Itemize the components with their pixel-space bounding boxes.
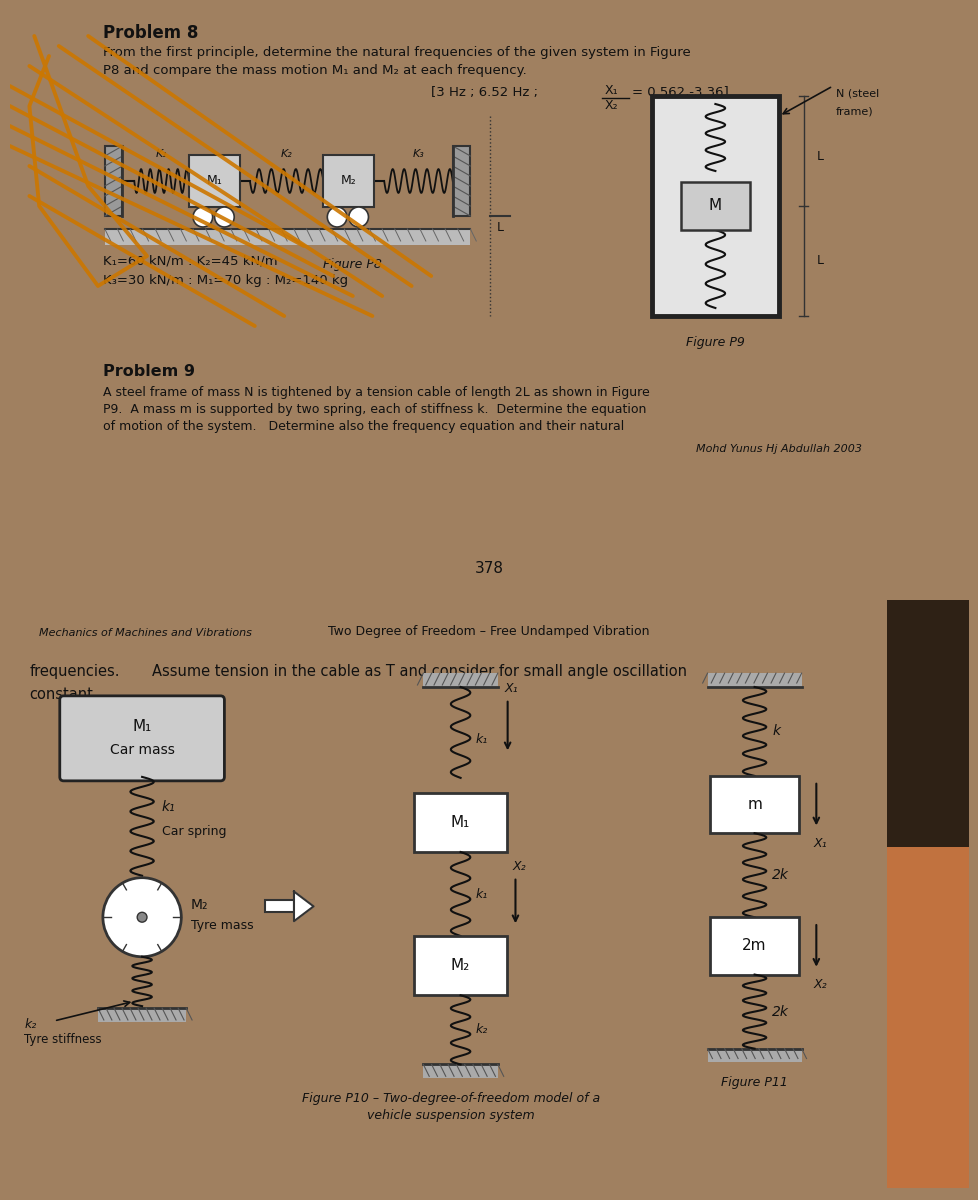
Bar (651, 96, 778, 316)
Text: A steel frame of mass N is tightened by a tension cable of length 2L as shown in: A steel frame of mass N is tightened by … (103, 386, 649, 398)
Bar (707, 1049, 801, 1062)
Text: L: L (497, 221, 504, 234)
Bar (710, 917, 798, 974)
Text: of motion of the system.   Determine also the frequency equation and their natur: of motion of the system. Determine also … (103, 420, 624, 433)
Bar (422, 673, 498, 686)
Bar (414, 936, 507, 995)
Text: M₁: M₁ (206, 174, 222, 187)
Text: M₂: M₂ (191, 899, 208, 912)
Text: k: k (730, 263, 736, 276)
Text: k₁: k₁ (161, 799, 175, 814)
Text: Mohd Yunus Hj Abdullah 2003: Mohd Yunus Hj Abdullah 2003 (695, 444, 862, 454)
Text: M₁: M₁ (451, 815, 469, 830)
Text: Car spring: Car spring (161, 824, 226, 838)
Text: Figure P11: Figure P11 (721, 1076, 787, 1090)
Text: k: k (730, 131, 736, 144)
Bar (189, 155, 240, 206)
Text: = 0.562,-3.36]: = 0.562,-3.36] (632, 86, 728, 98)
Text: X₂: X₂ (604, 98, 618, 112)
Text: K₃=30 kN/m : M₁=70 kg : M₂=140 kg: K₃=30 kN/m : M₁=70 kg : M₂=140 kg (103, 274, 347, 287)
Text: M₂: M₂ (340, 174, 356, 187)
Text: k₂: k₂ (24, 1018, 37, 1031)
Text: L: L (816, 150, 822, 162)
Text: Figure P9: Figure P9 (686, 336, 744, 349)
Circle shape (103, 877, 181, 956)
Text: X₂: X₂ (512, 859, 525, 872)
Text: P9.  A mass m is supported by two spring, each of stiffness k.  Determine the eq: P9. A mass m is supported by two spring,… (103, 403, 645, 416)
Text: X₁: X₁ (604, 84, 618, 97)
Text: K₂: K₂ (281, 149, 292, 158)
Circle shape (348, 206, 368, 227)
Text: M₁: M₁ (132, 719, 152, 734)
Bar (886, 600, 968, 847)
Circle shape (327, 206, 346, 227)
Bar (105, 229, 469, 245)
Text: m: m (746, 797, 761, 812)
Circle shape (214, 206, 234, 227)
Text: 2k: 2k (772, 1004, 788, 1019)
Bar (414, 793, 507, 852)
Text: Figure P8: Figure P8 (323, 258, 381, 271)
Bar (886, 847, 968, 1188)
Text: 378: 378 (474, 560, 503, 576)
Text: k₁: k₁ (474, 733, 487, 746)
Text: [3 Hz ; 6.52 Hz ;: [3 Hz ; 6.52 Hz ; (430, 86, 538, 98)
Text: X₂: X₂ (813, 978, 826, 991)
Circle shape (137, 912, 147, 922)
Text: k₁: k₁ (474, 888, 487, 900)
Text: M: M (708, 198, 721, 214)
Text: Problem 8: Problem 8 (103, 24, 199, 42)
Text: X₁: X₁ (505, 682, 517, 695)
Polygon shape (293, 892, 313, 922)
Text: frequencies.: frequencies. (29, 665, 119, 679)
Text: P8 and compare the mass motion M₁ and M₂ at each frequency.: P8 and compare the mass motion M₁ and M₂… (103, 64, 526, 77)
Text: frame): frame) (835, 106, 872, 116)
Text: Mechanics of Machines and Vibrations: Mechanics of Machines and Vibrations (39, 628, 251, 637)
Bar (452, 146, 469, 216)
Bar (323, 155, 374, 206)
Bar (422, 1064, 498, 1079)
Text: Tyre stiffness: Tyre stiffness (24, 1033, 102, 1046)
Bar (98, 1008, 186, 1022)
Text: K₁=60 kN/m : K₂=45 kN/m: K₁=60 kN/m : K₂=45 kN/m (103, 254, 277, 266)
Text: 2k: 2k (772, 869, 788, 882)
Text: K₁: K₁ (156, 149, 167, 158)
Text: Problem 9: Problem 9 (103, 364, 195, 379)
Text: constant.: constant. (29, 686, 98, 702)
Text: N (steel: N (steel (835, 88, 878, 98)
Text: M₂: M₂ (451, 958, 469, 973)
Text: X₁: X₁ (813, 838, 826, 850)
Bar (681, 182, 749, 230)
Text: k: k (772, 725, 779, 738)
Bar (264, 900, 293, 912)
Text: K₃: K₃ (412, 149, 423, 158)
Text: Figure P10 – Two-degree-of-freedom model of a: Figure P10 – Two-degree-of-freedom model… (301, 1092, 600, 1105)
Text: Tyre mass: Tyre mass (191, 919, 253, 931)
Bar (105, 146, 122, 216)
Text: Car mass: Car mass (110, 743, 174, 757)
FancyBboxPatch shape (60, 696, 224, 781)
Bar (710, 776, 798, 833)
Text: From the first principle, determine the natural frequencies of the given system : From the first principle, determine the … (103, 46, 689, 59)
Text: 2m: 2m (741, 938, 766, 953)
Circle shape (193, 206, 212, 227)
Text: L: L (816, 254, 822, 268)
Text: Assume tension in the cable as T and consider for small angle oscillation: Assume tension in the cable as T and con… (152, 665, 687, 679)
Bar (707, 673, 801, 686)
Text: vehicle suspension system: vehicle suspension system (367, 1109, 534, 1122)
Text: k₂: k₂ (474, 1024, 487, 1037)
Text: Two Degree of Freedom – Free Undamped Vibration: Two Degree of Freedom – Free Undamped Vi… (328, 625, 649, 637)
